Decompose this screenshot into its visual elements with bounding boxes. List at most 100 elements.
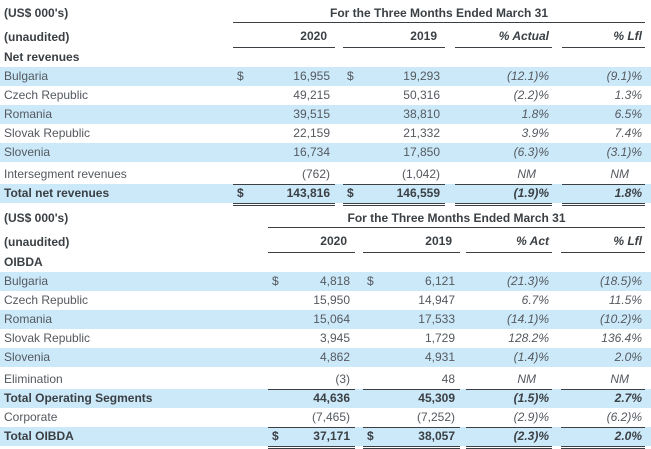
pct-lfl-value: 2.0% xyxy=(614,350,642,364)
row-label: Slovak Republic xyxy=(4,331,91,345)
column-gap xyxy=(552,272,561,291)
amount-2019: 19,293 xyxy=(403,69,440,83)
value-2019: 17,533 xyxy=(363,310,460,329)
row-label: Intersegment revenues xyxy=(4,167,127,181)
unaudited-label: (unaudited) xyxy=(4,235,70,249)
column-gap xyxy=(445,86,455,105)
column-gap xyxy=(445,184,455,206)
amount-2019: 1,729 xyxy=(424,331,455,345)
column-header-2020: 2020 xyxy=(268,231,355,253)
table-row: Romania 15,064 17,533 (14.1)% (10.2)% xyxy=(0,310,651,329)
table-row: Romania 39,515 38,810 1.8% 6.5% xyxy=(0,105,651,124)
column-gap xyxy=(355,272,363,291)
value-2019: $ 19,293 xyxy=(343,67,445,86)
column-gap xyxy=(355,348,363,367)
table-row: Slovenia 4,862 4,931 (1.4)% 2.0% xyxy=(0,348,651,367)
column-header-2020: 2020 xyxy=(233,26,335,48)
amount-2020: 15,950 xyxy=(313,293,350,307)
table-row: Bulgaria $ 4,818 $ 6,121 (21.3)% (18.5)% xyxy=(0,272,651,291)
column-gap xyxy=(445,23,455,48)
column-header-2019: 2019 xyxy=(343,26,445,48)
amount-2020: 16,734 xyxy=(293,145,330,159)
dollar-sign: $ xyxy=(237,69,244,83)
pct-actual-value: (6.3)% xyxy=(513,145,549,159)
table-row: Czech Republic 15,950 14,947 6.7% 11.5% xyxy=(0,291,651,310)
table-row: Slovenia 16,734 17,850 (6.3)% (3.1)% xyxy=(0,143,651,162)
pct-actual-value: 128.2% xyxy=(508,331,549,345)
column-gap xyxy=(552,124,562,143)
column-gap xyxy=(552,348,561,367)
column-gap xyxy=(552,23,562,48)
pct-actual-value: (1.9)% xyxy=(455,184,552,206)
row-label: Elimination xyxy=(4,372,63,386)
column-gap xyxy=(552,329,561,348)
amount-2020: 143,816 xyxy=(286,186,330,200)
value-2019: 48 xyxy=(363,370,460,390)
amount-2019: (1,042) xyxy=(401,167,440,181)
row-label: Total Operating Segments xyxy=(4,391,153,405)
value-2020: (762) xyxy=(233,165,335,185)
amount-2019: (7,252) xyxy=(416,410,455,424)
column-gap xyxy=(335,23,343,48)
column-gap xyxy=(355,427,363,449)
amount-2020: 37,171 xyxy=(313,429,350,443)
column-gap xyxy=(445,105,455,124)
column-gap xyxy=(335,105,343,124)
table-body: Bulgaria $ 4,818 $ 6,121 (21.3)% (18.5)%… xyxy=(0,272,651,449)
value-2020: 15,064 xyxy=(268,310,355,329)
value-2020: 4,862 xyxy=(268,348,355,367)
pct-actual-value: (2.2)% xyxy=(513,88,549,102)
column-gap xyxy=(355,370,363,390)
column-gap xyxy=(355,329,363,348)
section-row: Net revenues xyxy=(0,48,651,67)
pct-actual-value: (1.4)% xyxy=(513,350,549,364)
value-2019: 38,810 xyxy=(343,105,445,124)
table-row: Total Operating Segments 44,636 45,309 (… xyxy=(0,389,651,408)
pct-actual-value: (21.3)% xyxy=(506,274,549,288)
value-2020: $ 16,955 xyxy=(233,67,335,86)
units-label: (US$ 000's) xyxy=(4,6,69,20)
amount-2020: (3) xyxy=(335,372,350,386)
row-label: Bulgaria xyxy=(4,69,49,83)
amount-2020: 44,636 xyxy=(313,391,350,405)
column-gap xyxy=(335,184,343,206)
pct-lfl-value: (9.1)% xyxy=(606,69,642,83)
pct-lfl-value: 6.5% xyxy=(614,107,642,121)
table-row: Corporate (7,465) (7,252) (2.9)% (6.2)% xyxy=(0,408,651,428)
column-gap xyxy=(552,427,561,449)
column-gap xyxy=(552,228,561,253)
column-gap xyxy=(355,408,363,428)
column-header-pct-actual: % Actual xyxy=(455,26,552,48)
value-2019: 21,332 xyxy=(343,124,445,143)
section-label: Net revenues xyxy=(4,50,80,64)
column-gap xyxy=(335,86,343,105)
column-header-pct-lfl: % Lfl xyxy=(561,231,645,253)
pct-lfl-value: 7.4% xyxy=(614,126,642,140)
pct-actual-value: (2.3)% xyxy=(466,427,552,449)
amount-2020: 4,862 xyxy=(319,350,350,364)
pct-actual-value: 6.7% xyxy=(521,293,549,307)
amount-2019: 21,332 xyxy=(403,126,440,140)
column-gap xyxy=(335,165,343,185)
column-gap xyxy=(552,105,562,124)
amount-2020: 49,215 xyxy=(293,88,330,102)
amount-2019: 4,931 xyxy=(424,350,455,364)
column-gap xyxy=(552,370,561,390)
amount-2019: 48 xyxy=(441,372,455,386)
table-title-row: (US$ 000's) For the Three Months Ended M… xyxy=(0,207,651,228)
row-label: Czech Republic xyxy=(4,88,89,102)
dollar-sign: $ xyxy=(272,429,279,443)
pct-lfl-value: (3.1)% xyxy=(606,145,642,159)
period-header: For the Three Months Ended March 31 xyxy=(268,207,645,228)
amount-2019: 38,057 xyxy=(418,429,455,443)
row-label: Total OIBDA xyxy=(4,429,74,443)
pct-actual-value: NM xyxy=(466,370,552,390)
dollar-sign: $ xyxy=(347,186,354,200)
column-gap xyxy=(335,67,343,86)
row-label: Slovenia xyxy=(4,350,51,364)
pct-lfl-value: 2.7% xyxy=(614,391,642,405)
dollar-sign: $ xyxy=(367,429,374,443)
dollar-sign: $ xyxy=(237,186,244,200)
column-header-row: (unaudited) 2020 2019 % Actual % Lfl xyxy=(0,23,651,48)
